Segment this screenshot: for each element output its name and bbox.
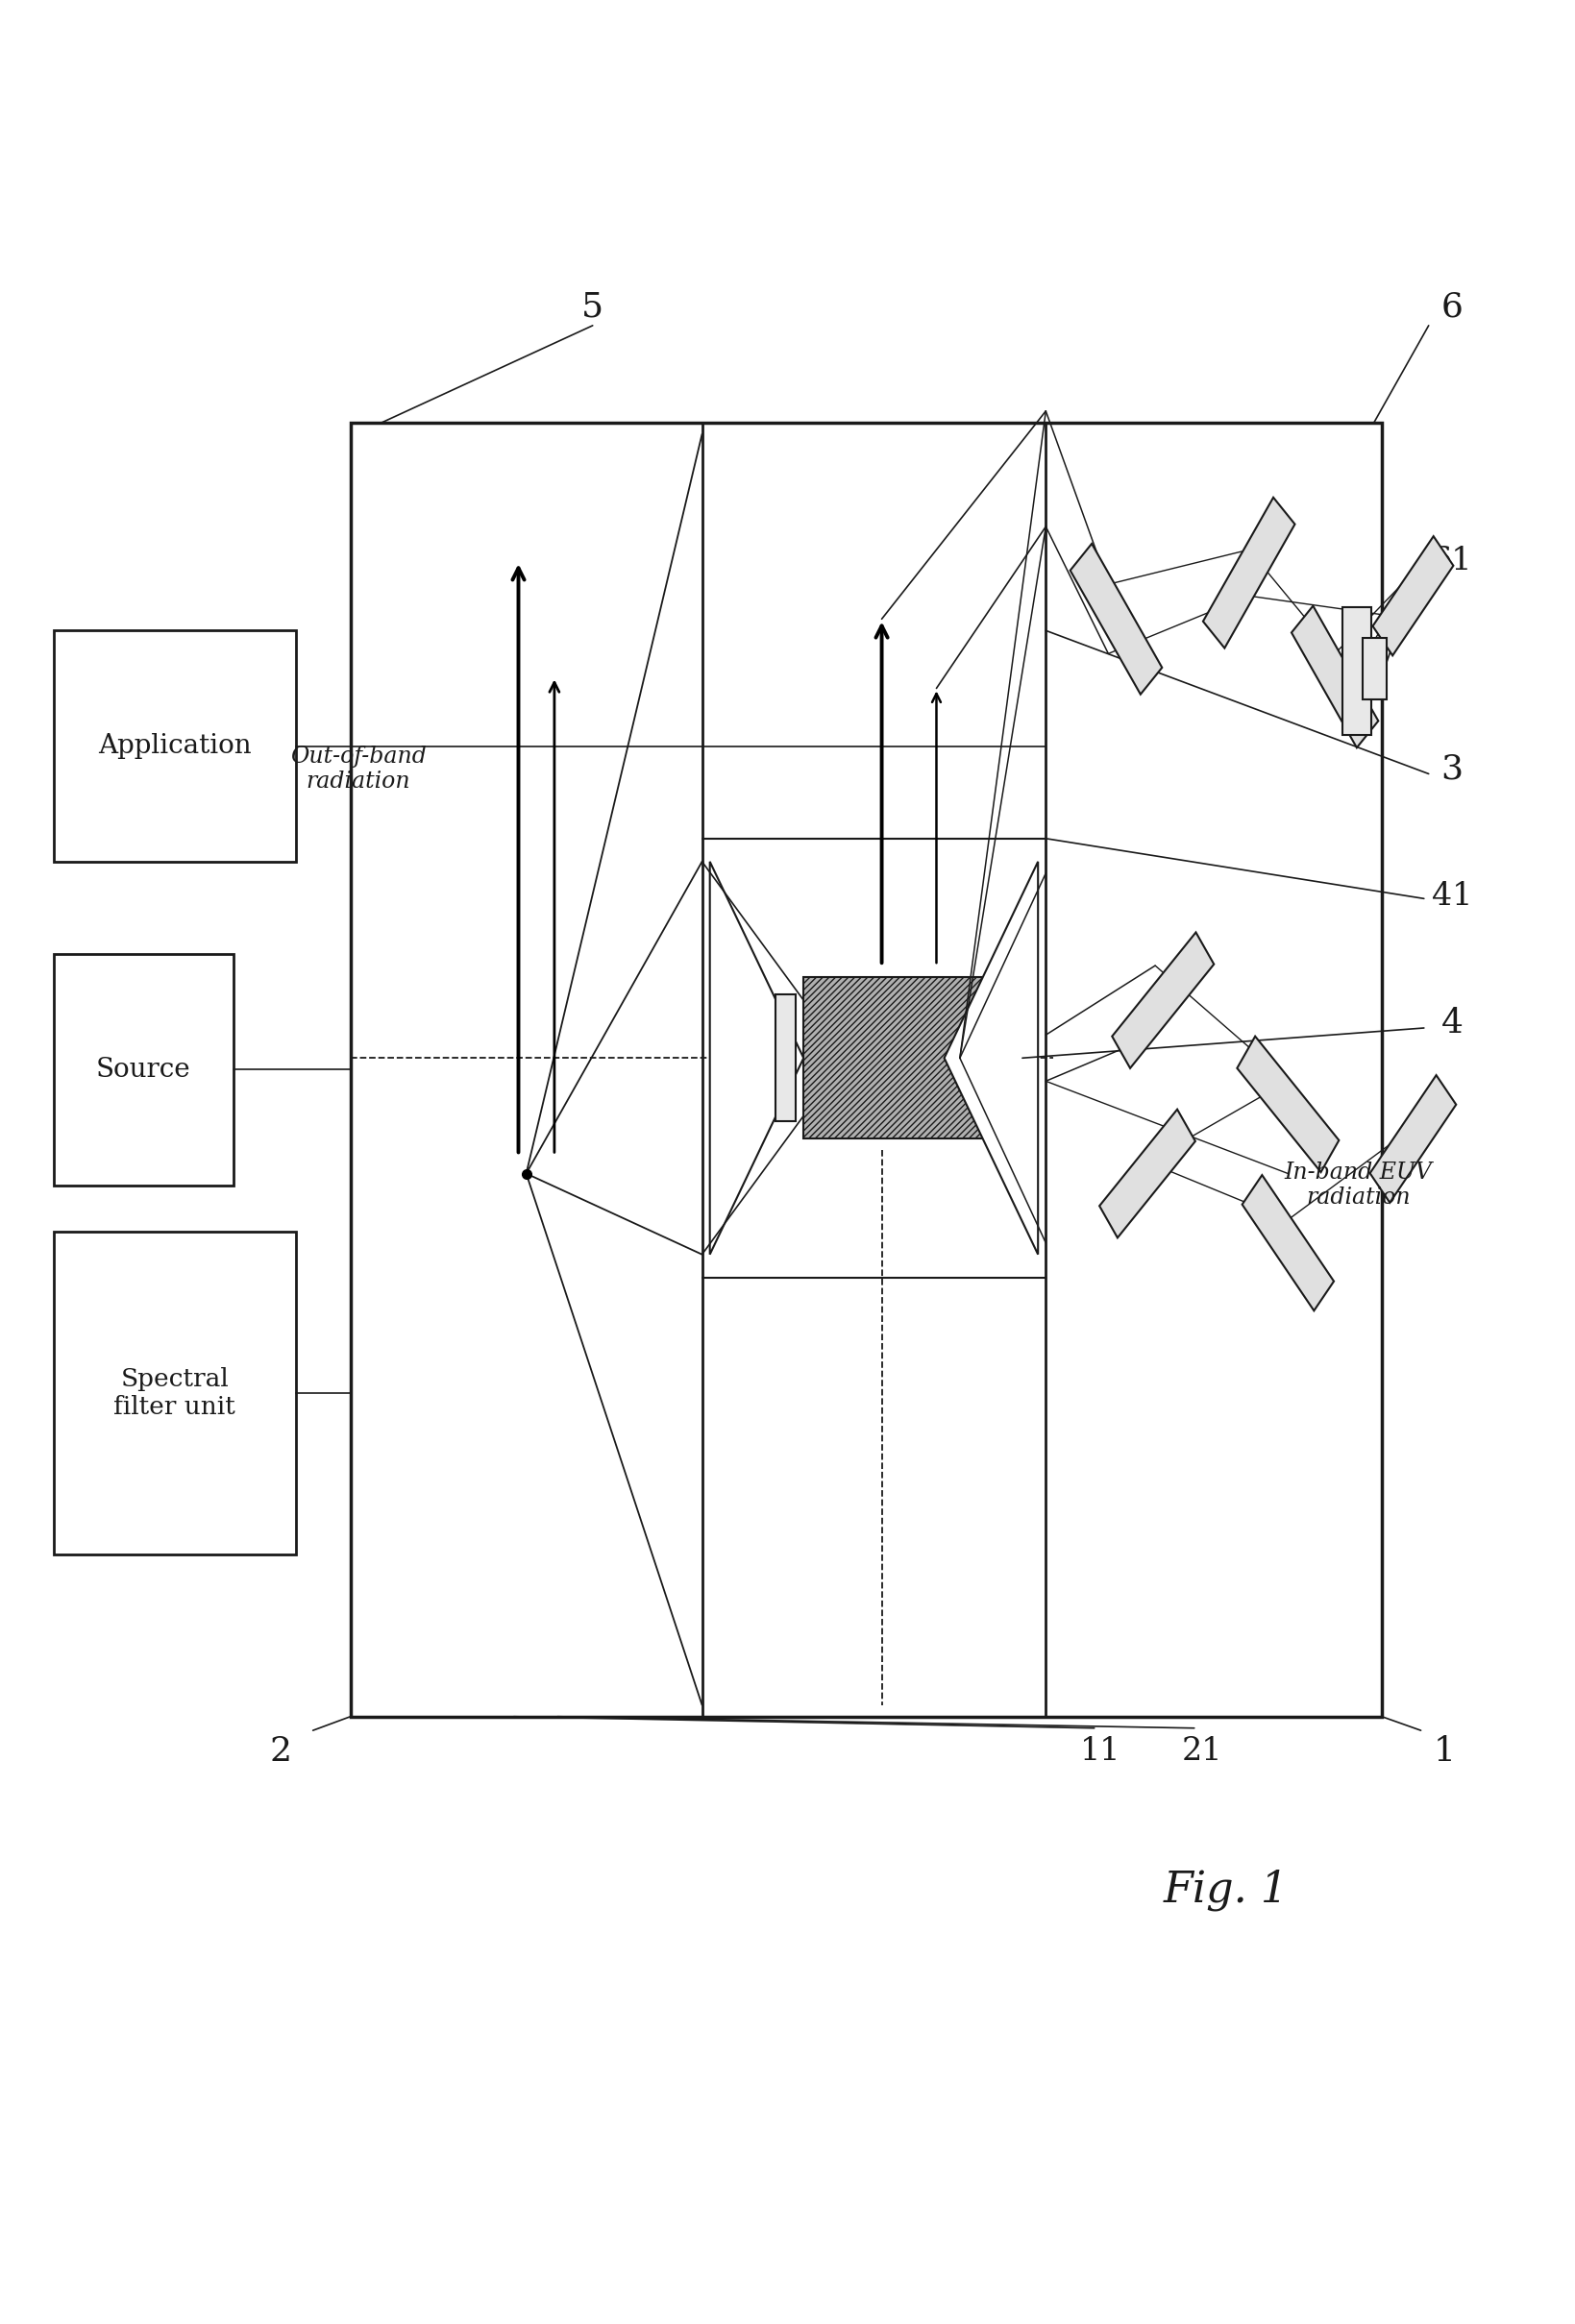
Text: Spectral
filter unit: Spectral filter unit [113,1367,235,1420]
Text: 6: 6 [1440,290,1462,323]
Polygon shape [1112,932,1213,1069]
Text: Fig. 1: Fig. 1 [1162,1868,1287,1910]
Bar [54,1232,296,1555]
Polygon shape [1290,607,1378,748]
Bar [54,955,233,1185]
Text: 5: 5 [581,290,603,323]
Text: 3: 3 [1440,753,1462,786]
Polygon shape [1202,497,1295,648]
Polygon shape [1372,537,1452,655]
Text: Source: Source [96,1057,191,1083]
Polygon shape [943,862,1038,1255]
Polygon shape [1369,1076,1455,1202]
Polygon shape [1099,1109,1194,1239]
Text: 41: 41 [1430,881,1471,911]
Text: 11: 11 [1079,1736,1120,1766]
Text: 4: 4 [1440,1006,1462,1039]
Polygon shape [1236,1037,1339,1171]
Bar [803,976,1022,1139]
Bar [54,630,296,862]
Text: 61: 61 [1430,546,1471,576]
Polygon shape [1241,1176,1332,1311]
Polygon shape [709,862,803,1255]
Bar [1342,607,1370,734]
Bar [1362,637,1386,700]
Text: 1: 1 [1432,1736,1454,1769]
Polygon shape [1069,544,1161,695]
Text: 2: 2 [269,1736,291,1769]
Text: Out-of-band
radiation: Out-of-band radiation [290,746,427,792]
Text: Application: Application [98,732,250,760]
Text: 21: 21 [1181,1736,1222,1766]
Bar [775,995,795,1122]
Bar [350,423,1381,1717]
Text: In-band EUV
radiation: In-band EUV radiation [1284,1162,1432,1208]
